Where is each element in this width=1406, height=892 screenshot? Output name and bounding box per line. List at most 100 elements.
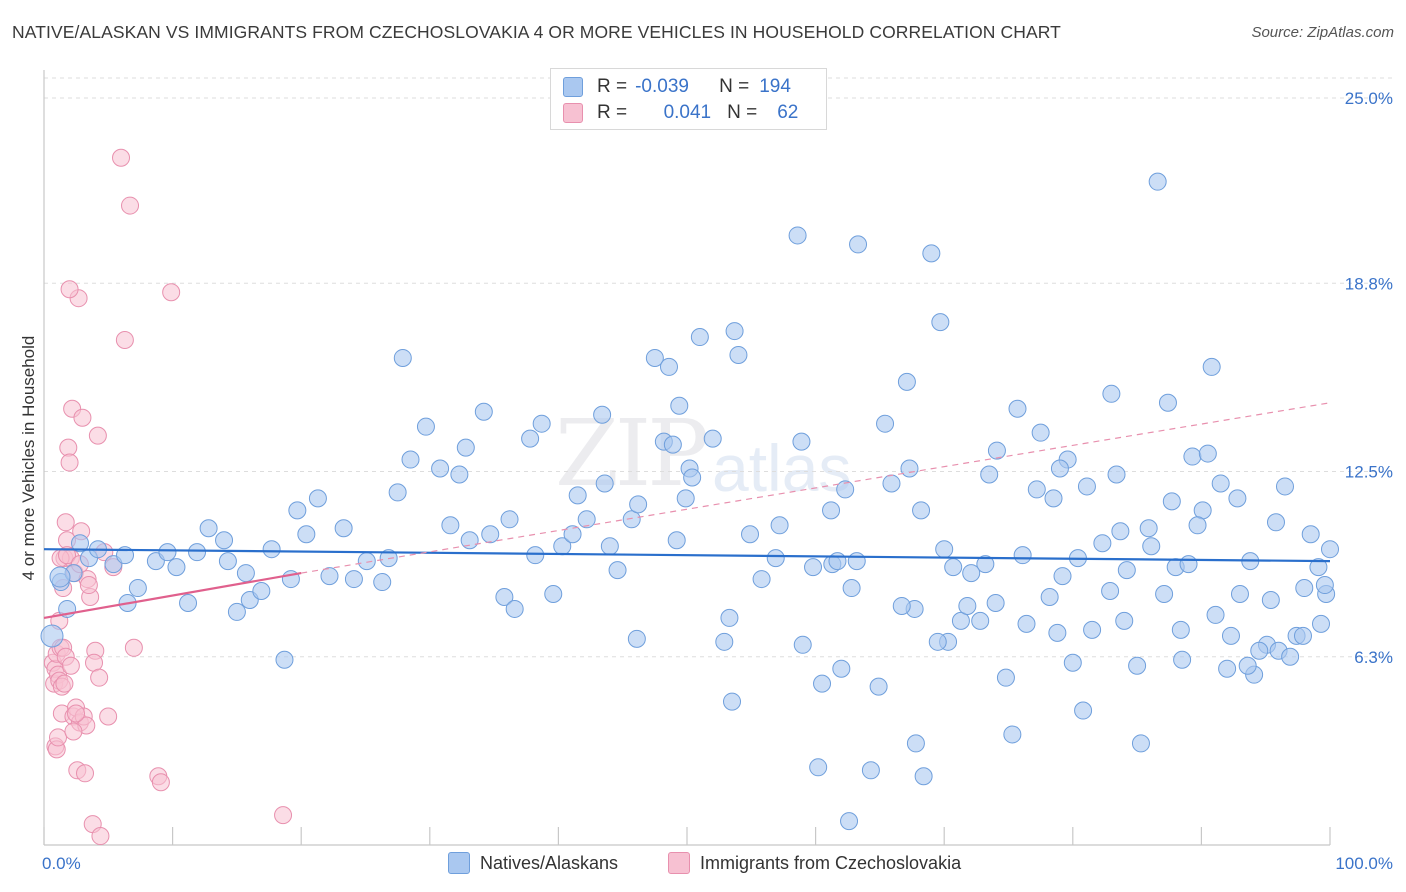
natives-point	[568, 486, 587, 505]
series-natives-points	[40, 172, 1339, 831]
natives-point	[577, 510, 596, 529]
natives-point	[373, 573, 392, 592]
natives-point	[840, 812, 859, 831]
natives-point	[1218, 659, 1237, 678]
natives-point	[971, 611, 990, 630]
immigrants-point	[79, 576, 98, 595]
natives-point	[847, 552, 866, 571]
immigrants-trend-extension	[301, 402, 1331, 574]
bottom-legend: Natives/Alaskans Immigrants from Czechos…	[0, 852, 1406, 878]
natives-point	[505, 599, 524, 618]
natives-point	[532, 414, 551, 433]
stats-row-immigrants: R = 0.041 N = 62	[563, 100, 798, 126]
immigrants-point	[76, 764, 95, 783]
natives-point	[1044, 489, 1063, 508]
natives-point	[987, 441, 1006, 460]
natives-point	[308, 489, 327, 508]
natives-point	[344, 570, 363, 589]
n-label: N =	[727, 102, 758, 123]
natives-point	[906, 734, 925, 753]
y-tick-label: 6.3%	[1354, 648, 1393, 667]
natives-point	[1183, 447, 1202, 466]
natives-point	[1077, 477, 1096, 496]
natives-point	[813, 674, 832, 693]
natives-point	[793, 635, 812, 654]
immigrants-point	[59, 438, 78, 457]
natives-point	[683, 468, 702, 487]
natives-point	[1266, 513, 1285, 532]
natives-point	[892, 596, 911, 615]
natives-point	[1050, 459, 1069, 478]
watermark-atlas: atlas	[712, 431, 852, 505]
natives-point	[40, 624, 64, 648]
natives-point	[1008, 399, 1027, 418]
natives-point	[900, 459, 919, 478]
legend-label-natives: Natives/Alaskans	[480, 852, 619, 873]
natives-point	[996, 668, 1015, 687]
natives-point	[1275, 477, 1294, 496]
immigrants-point	[67, 704, 86, 723]
r-value: -0.039	[635, 76, 689, 97]
natives-point	[962, 564, 981, 583]
legend-item-natives[interactable]: Natives/Alaskans	[448, 852, 618, 874]
natives-point	[861, 761, 880, 780]
natives-point	[720, 608, 739, 627]
natives-point	[1321, 540, 1339, 559]
natives-point	[659, 357, 678, 376]
natives-point	[179, 593, 198, 612]
natives-point	[456, 438, 475, 457]
natives-point	[544, 585, 563, 604]
immigrants-point	[112, 148, 131, 167]
natives-point	[1309, 558, 1328, 577]
natives-point	[690, 328, 709, 347]
natives-point	[1139, 519, 1158, 538]
immigrants-point	[60, 453, 79, 472]
natives-point	[227, 602, 246, 621]
natives-point	[481, 525, 500, 544]
natives-point	[1074, 701, 1093, 720]
y-tick-label: 18.8%	[1345, 274, 1393, 293]
r-label: R =	[597, 76, 628, 97]
natives-point	[215, 531, 234, 550]
natives-point	[401, 450, 420, 469]
natives-point	[897, 372, 916, 391]
immigrants-swatch	[668, 852, 690, 874]
natives-point	[1063, 653, 1082, 672]
natives-point	[297, 525, 316, 544]
immigrants-point	[55, 674, 74, 693]
natives-point	[1173, 650, 1192, 669]
x-tick-label: 100.0%	[1335, 854, 1393, 873]
natives-point	[252, 582, 271, 601]
natives-point	[1198, 444, 1217, 463]
natives-point	[1301, 525, 1320, 544]
natives-point	[49, 566, 71, 588]
natives-point	[944, 558, 963, 577]
natives-point	[1131, 734, 1150, 753]
natives-point	[667, 531, 686, 550]
immigrants-point	[151, 773, 170, 792]
natives-point	[741, 525, 760, 544]
natives-point	[393, 348, 412, 367]
legend-item-immigrants[interactable]: Immigrants from Czechoslovakia	[668, 852, 961, 874]
natives-point	[629, 495, 648, 514]
natives-point	[980, 465, 999, 484]
natives-point	[474, 402, 493, 421]
natives-point	[869, 677, 888, 696]
natives-point	[218, 552, 237, 571]
natives-point	[676, 489, 695, 508]
natives-point	[1027, 480, 1046, 499]
natives-point	[792, 432, 811, 451]
natives-swatch	[563, 77, 583, 97]
natives-point	[460, 531, 479, 550]
natives-point	[958, 596, 977, 615]
immigrants-point	[61, 656, 80, 675]
natives-point	[1162, 492, 1181, 511]
natives-point	[1228, 489, 1247, 508]
natives-point	[1083, 620, 1102, 639]
natives-point	[703, 429, 722, 448]
legend-label-immigrants: Immigrants from Czechoslovakia	[700, 852, 962, 873]
natives-point	[725, 322, 744, 341]
natives-point	[1250, 641, 1269, 660]
y-axis-label: 4 or more Vehicles in Household	[19, 336, 38, 581]
